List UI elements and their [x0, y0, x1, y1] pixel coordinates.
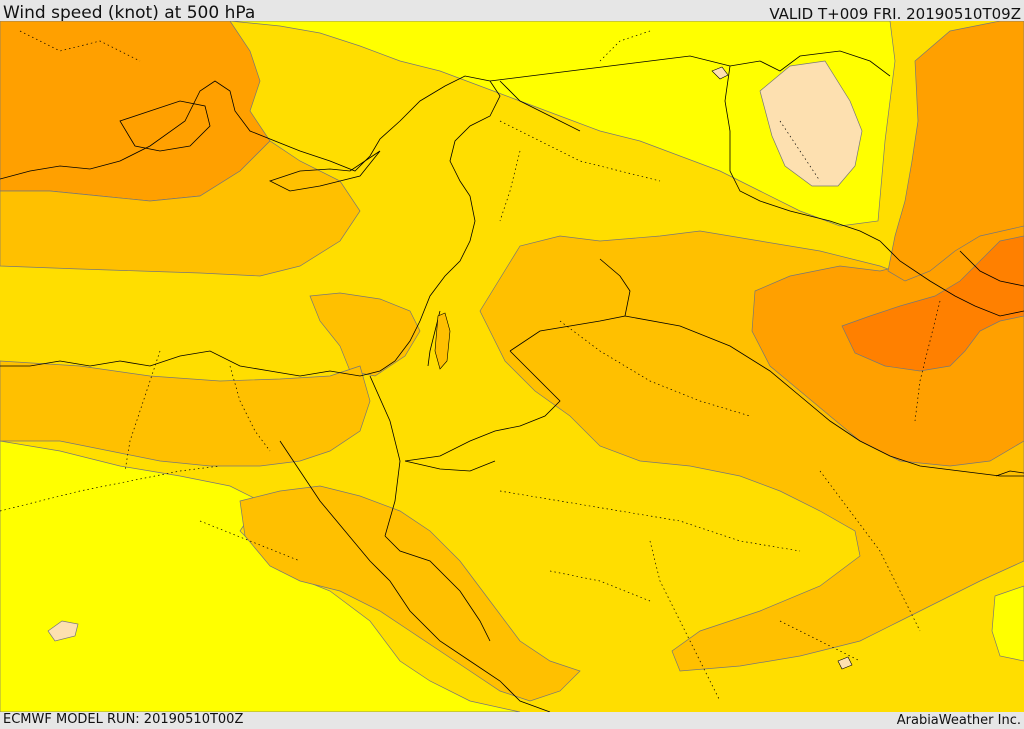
band-north-pale [759, 60, 863, 187]
map-title: Wind speed (knot) at 500 hPa [3, 3, 256, 23]
band-northeast-orange [887, 21, 1024, 282]
internal-boundaries [0, 30, 941, 702]
map-canvas [0, 21, 1024, 712]
header-bar: Wind speed (knot) at 500 hPa VALID T+009… [0, 0, 1024, 23]
band-levant-mid [309, 292, 421, 377]
band-southeast-yellow [991, 585, 1024, 662]
band-west-mid [0, 140, 361, 277]
island-spot [837, 656, 853, 670]
footer-bar: ECMWF MODEL RUN: 20190510T00Z ArabiaWeat… [0, 712, 1024, 729]
band-redsea-mid [239, 485, 581, 702]
valid-time-label: VALID T+009 FRI. 20190510T09Z [769, 5, 1021, 23]
dead-sea [434, 312, 451, 370]
credit-label: ArabiaWeather Inc. [896, 713, 1021, 728]
band-south-pale [47, 620, 79, 642]
lake-spot [711, 66, 729, 80]
model-run-label: ECMWF MODEL RUN: 20190510T00Z [3, 712, 244, 727]
coastlines [0, 50, 1024, 712]
wind-speed-map [0, 21, 1024, 712]
band-egypt-mid [0, 360, 371, 467]
persian-gulf-edge [995, 470, 1024, 477]
